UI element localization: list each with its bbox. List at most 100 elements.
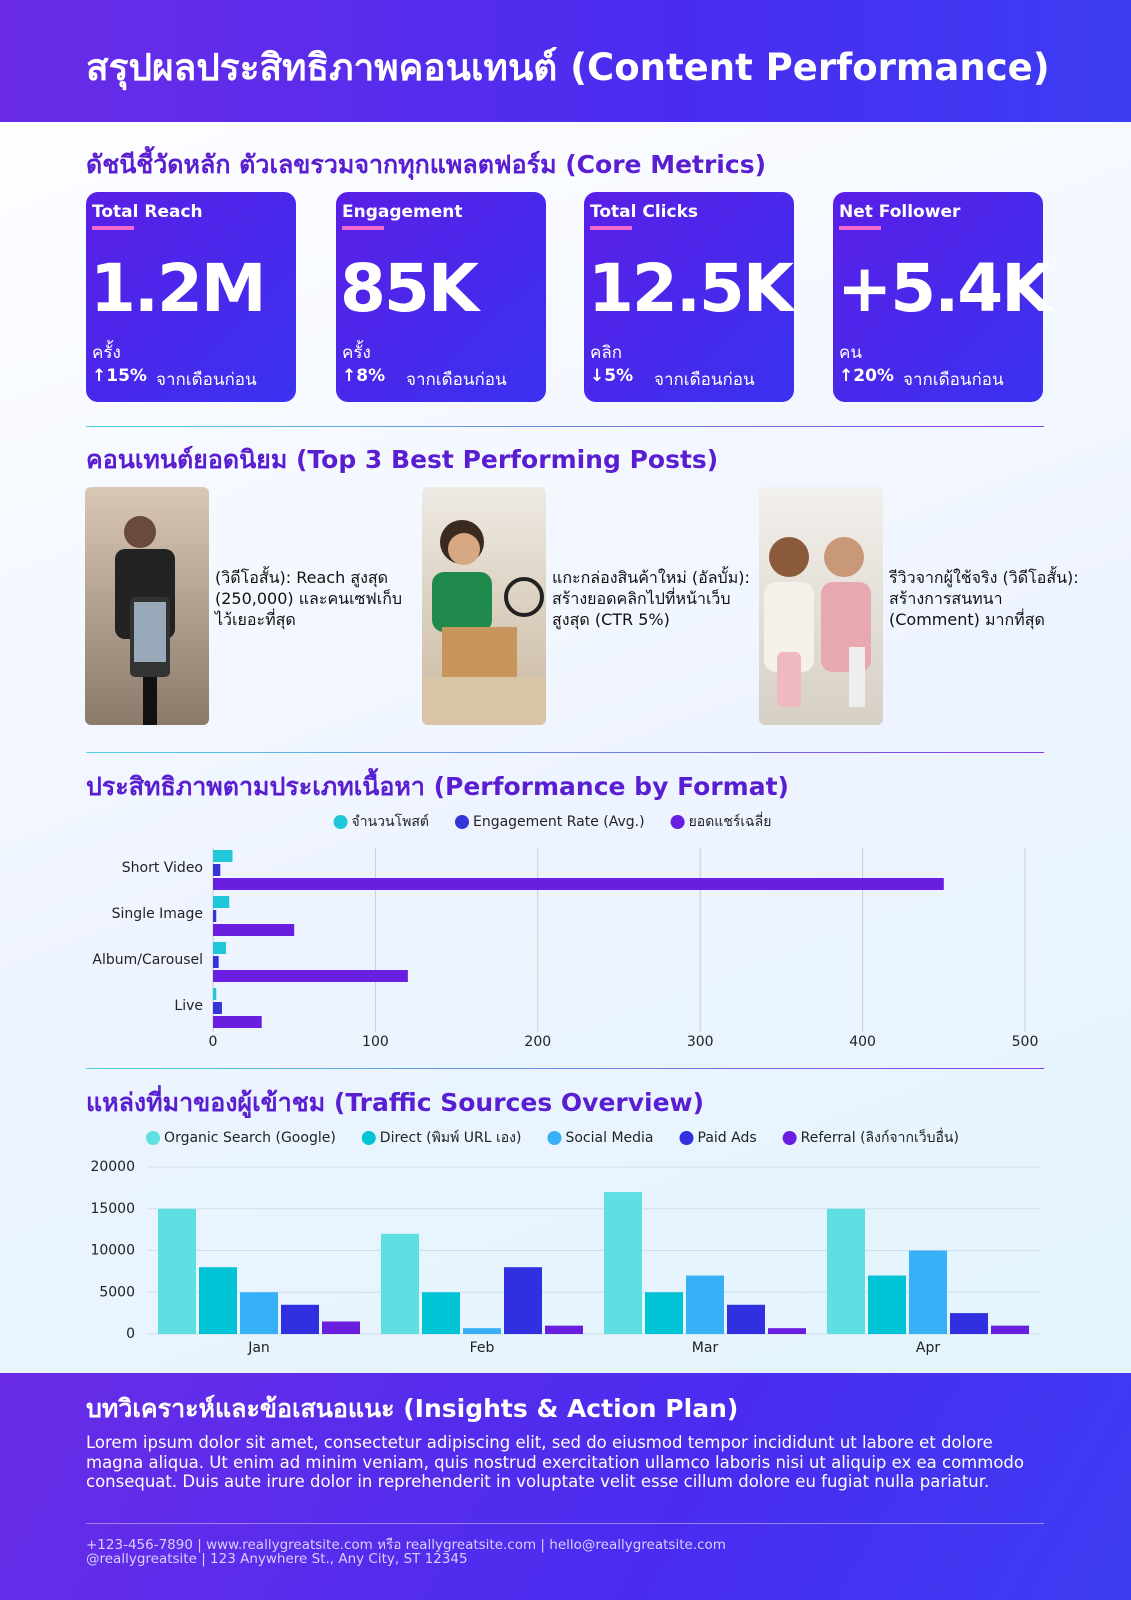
metric-card: Net Follower +5.4K คน ↑20% จากเดือนก่อน (833, 192, 1052, 402)
section-title: คอนเทนต์ยอดนิยม (Top 3 Best Performing P… (86, 445, 719, 474)
post-text: แกะกล่องสินค้าใหม่ (อัลบั้ม): สร้างยอดคล… (552, 568, 750, 629)
metric-change: ↓5% (590, 366, 634, 386)
x-tick-label: 200 (524, 1034, 551, 1050)
bar (213, 1002, 222, 1014)
metric-note: จากเดือนก่อน (406, 370, 507, 390)
bar (604, 1192, 642, 1334)
bar (991, 1325, 1029, 1334)
metric-note: จากเดือนก่อน (156, 370, 257, 390)
legend-label: จำนวนโพสต์ (352, 813, 429, 830)
traffic-chart: Organic Search (Google) Direct (พิมพ์ URL… (90, 1128, 1040, 1356)
chart-title: แหล่งที่มาของผู้เข้าชม (Traffic Sources … (86, 1088, 705, 1117)
bar (213, 850, 233, 862)
bar (645, 1292, 683, 1334)
divider (86, 752, 1044, 753)
x-tick-label: Apr (916, 1340, 940, 1356)
insights-text: Lorem ipsum dolor sit amet, consectetur … (86, 1433, 1024, 1491)
accent-bar (342, 226, 384, 230)
x-tick-label: 400 (849, 1034, 876, 1050)
metric-value: 1.2M (90, 250, 267, 327)
y-tick-label: Single Image (112, 906, 203, 922)
legend-label: Referral (ลิงก์จากเว็บอื่น) (801, 1128, 959, 1146)
y-tick-label: Album/Carousel (92, 952, 203, 968)
metric-label: Total Clicks (590, 202, 698, 222)
divider (86, 1068, 1044, 1069)
accent-bar (590, 226, 632, 230)
y-tick-label: Live (174, 998, 203, 1014)
legend-label: Engagement Rate (Avg.) (473, 814, 645, 830)
y-tick-label: 0 (126, 1326, 135, 1342)
post-text: (วิดีโอสั้น): Reach สูงสุด (250,000) และ… (215, 568, 403, 629)
bar (213, 864, 221, 876)
bar (768, 1328, 806, 1334)
legend-marker (333, 815, 348, 829)
metric-value: 12.5K (588, 250, 794, 327)
x-tick-label: 500 (1012, 1034, 1039, 1050)
bar (909, 1250, 947, 1334)
x-tick-label: 300 (687, 1034, 714, 1050)
metric-label: Net Follower (839, 202, 961, 222)
metric-card: Engagement 85K ครั้ง ↑8% จากเดือนก่อน (336, 192, 546, 402)
legend-marker (361, 1131, 376, 1145)
metric-change: ↑20% (839, 366, 894, 386)
legend-marker (670, 815, 685, 829)
bar (545, 1325, 583, 1334)
legend-label: Paid Ads (698, 1130, 757, 1146)
header: สรุปผลประสิทธิภาพคอนเทนต์ (Content Perfo… (0, 0, 1131, 122)
bar (158, 1208, 196, 1334)
footer: บทวิเคราะห์และข้อเสนอแนะ (Insights & Act… (0, 1373, 1131, 1600)
bar (240, 1292, 278, 1334)
metric-unit: ครั้ง (92, 343, 121, 363)
post-image (759, 487, 883, 725)
x-tick-label: 100 (362, 1034, 389, 1050)
bar (213, 878, 944, 890)
metric-unit: คลิก (590, 343, 623, 363)
x-tick-label: Jan (247, 1340, 270, 1356)
metric-change: ↑15% (92, 366, 147, 386)
bar (213, 896, 230, 908)
bar (727, 1304, 765, 1334)
y-tick-label: Short Video (122, 860, 203, 876)
accent-bar (839, 226, 881, 230)
bar (827, 1208, 865, 1334)
legend-marker (782, 1131, 797, 1145)
section-title: ดัชนีชี้วัดหลัก ตัวเลขรวมจากทุกแพลตฟอร์ม… (86, 150, 767, 179)
legend-marker (679, 1131, 694, 1145)
bar (213, 970, 408, 982)
bar (213, 956, 219, 968)
y-tick-label: 15000 (90, 1201, 135, 1217)
metric-unit: ครั้ง (342, 343, 371, 363)
insights-title: บทวิเคราะห์และข้อเสนอแนะ (Insights & Act… (86, 1394, 739, 1423)
metric-card: Total Clicks 12.5K คลิก ↓5% จากเดือนก่อน (584, 192, 794, 402)
page-title: สรุปผลประสิทธิภาพคอนเทนต์ (Content Perfo… (86, 46, 1050, 89)
bar (504, 1267, 542, 1334)
bar (868, 1275, 906, 1334)
bar (213, 924, 295, 936)
metric-value: 85K (340, 250, 479, 327)
metric-unit: คน (839, 343, 862, 363)
divider (86, 426, 1044, 427)
bar (213, 988, 217, 1000)
bar (199, 1267, 237, 1334)
bar (463, 1328, 501, 1334)
x-tick-label: 0 (209, 1034, 218, 1050)
contact: +123-456-7890 | www.reallygreatsite.com … (86, 1537, 726, 1553)
bar (322, 1321, 360, 1334)
divider (86, 1523, 1044, 1524)
metric-value: +5.4K (837, 250, 1052, 327)
bar (213, 942, 226, 954)
y-tick-label: 10000 (90, 1243, 135, 1259)
bar (686, 1275, 724, 1334)
legend-marker (547, 1131, 562, 1145)
bar (213, 910, 217, 922)
accent-bar (92, 226, 134, 230)
chart-title: ประสิทธิภาพตามประเภทเนื้อหา (Performance… (86, 772, 789, 801)
metric-change: ↑8% (342, 366, 386, 386)
legend-label: Direct (พิมพ์ URL เอง) (380, 1129, 522, 1146)
y-tick-label: 5000 (99, 1284, 135, 1300)
metric-note: จากเดือนก่อน (903, 370, 1004, 390)
x-tick-label: Mar (692, 1340, 719, 1356)
contact: @reallygreatsite | 123 Anywhere St., Any… (86, 1551, 468, 1567)
metric-note: จากเดือนก่อน (654, 370, 755, 390)
